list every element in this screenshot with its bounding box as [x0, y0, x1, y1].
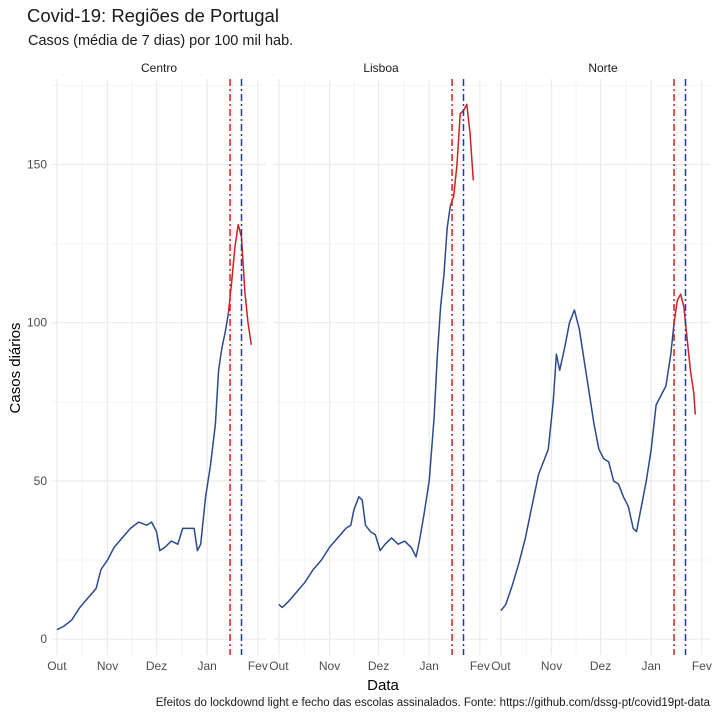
text-layer: Out Nov Dez Jan Fev Centro Out Nov Dez Jan Fev Lisb… [27, 61, 712, 673]
y-tick-label: 100 [27, 316, 47, 330]
x-axis-title: Data [367, 677, 399, 694]
x-tick-label-lisboa: Nov [319, 659, 340, 673]
facet-label-norte: Norte [588, 61, 618, 75]
x-tick-label-centro: Jan [198, 659, 217, 673]
x-tick-label-lisboa: Dez [368, 659, 389, 673]
series-line-norte [500, 309, 675, 612]
grid-layer [52, 79, 710, 655]
series-line-after-lockdown-lisboa [449, 103, 475, 206]
x-tick-label-norte: Dez [590, 659, 611, 673]
chart-subtitle: Casos (média de 7 dias) por 100 mil hab. [28, 33, 294, 49]
x-tick-label-norte: Jan [642, 659, 661, 673]
x-tick-label-centro: Dez [146, 659, 167, 673]
series-line-after-lockdown-norte [673, 293, 697, 415]
series-line-centro [56, 313, 230, 631]
x-tick-label-centro: Fev [248, 659, 268, 673]
x-tick-label-lisboa: Out [269, 659, 289, 673]
x-tick-label-centro: Nov [97, 659, 118, 673]
y-axis-title: Casos diários [7, 323, 24, 414]
chart-title: Covid-19: Regiões de Portugal [27, 5, 279, 26]
facet-label-centro: Centro [141, 61, 177, 75]
x-tick-label-norte: Fev [692, 659, 712, 673]
y-tick-label: 50 [34, 474, 48, 488]
x-tick-label-norte: Nov [541, 659, 562, 673]
x-tick-label-centro: Out [47, 659, 67, 673]
y-tick-label: 0 [40, 632, 47, 646]
x-tick-label-norte: Out [491, 659, 511, 673]
marks-layer [56, 79, 697, 655]
chart-caption: Efeitos do lockdownd light e fecho das e… [155, 697, 710, 709]
x-tick-label-lisboa: Fev [470, 659, 490, 673]
y-tick-label: 150 [27, 157, 47, 171]
series-line-lisboa [278, 205, 452, 609]
series-line-after-lockdown-centro [227, 223, 253, 345]
x-tick-label-lisboa: Jan [420, 659, 439, 673]
facet-label-lisboa: Lisboa [363, 61, 399, 75]
